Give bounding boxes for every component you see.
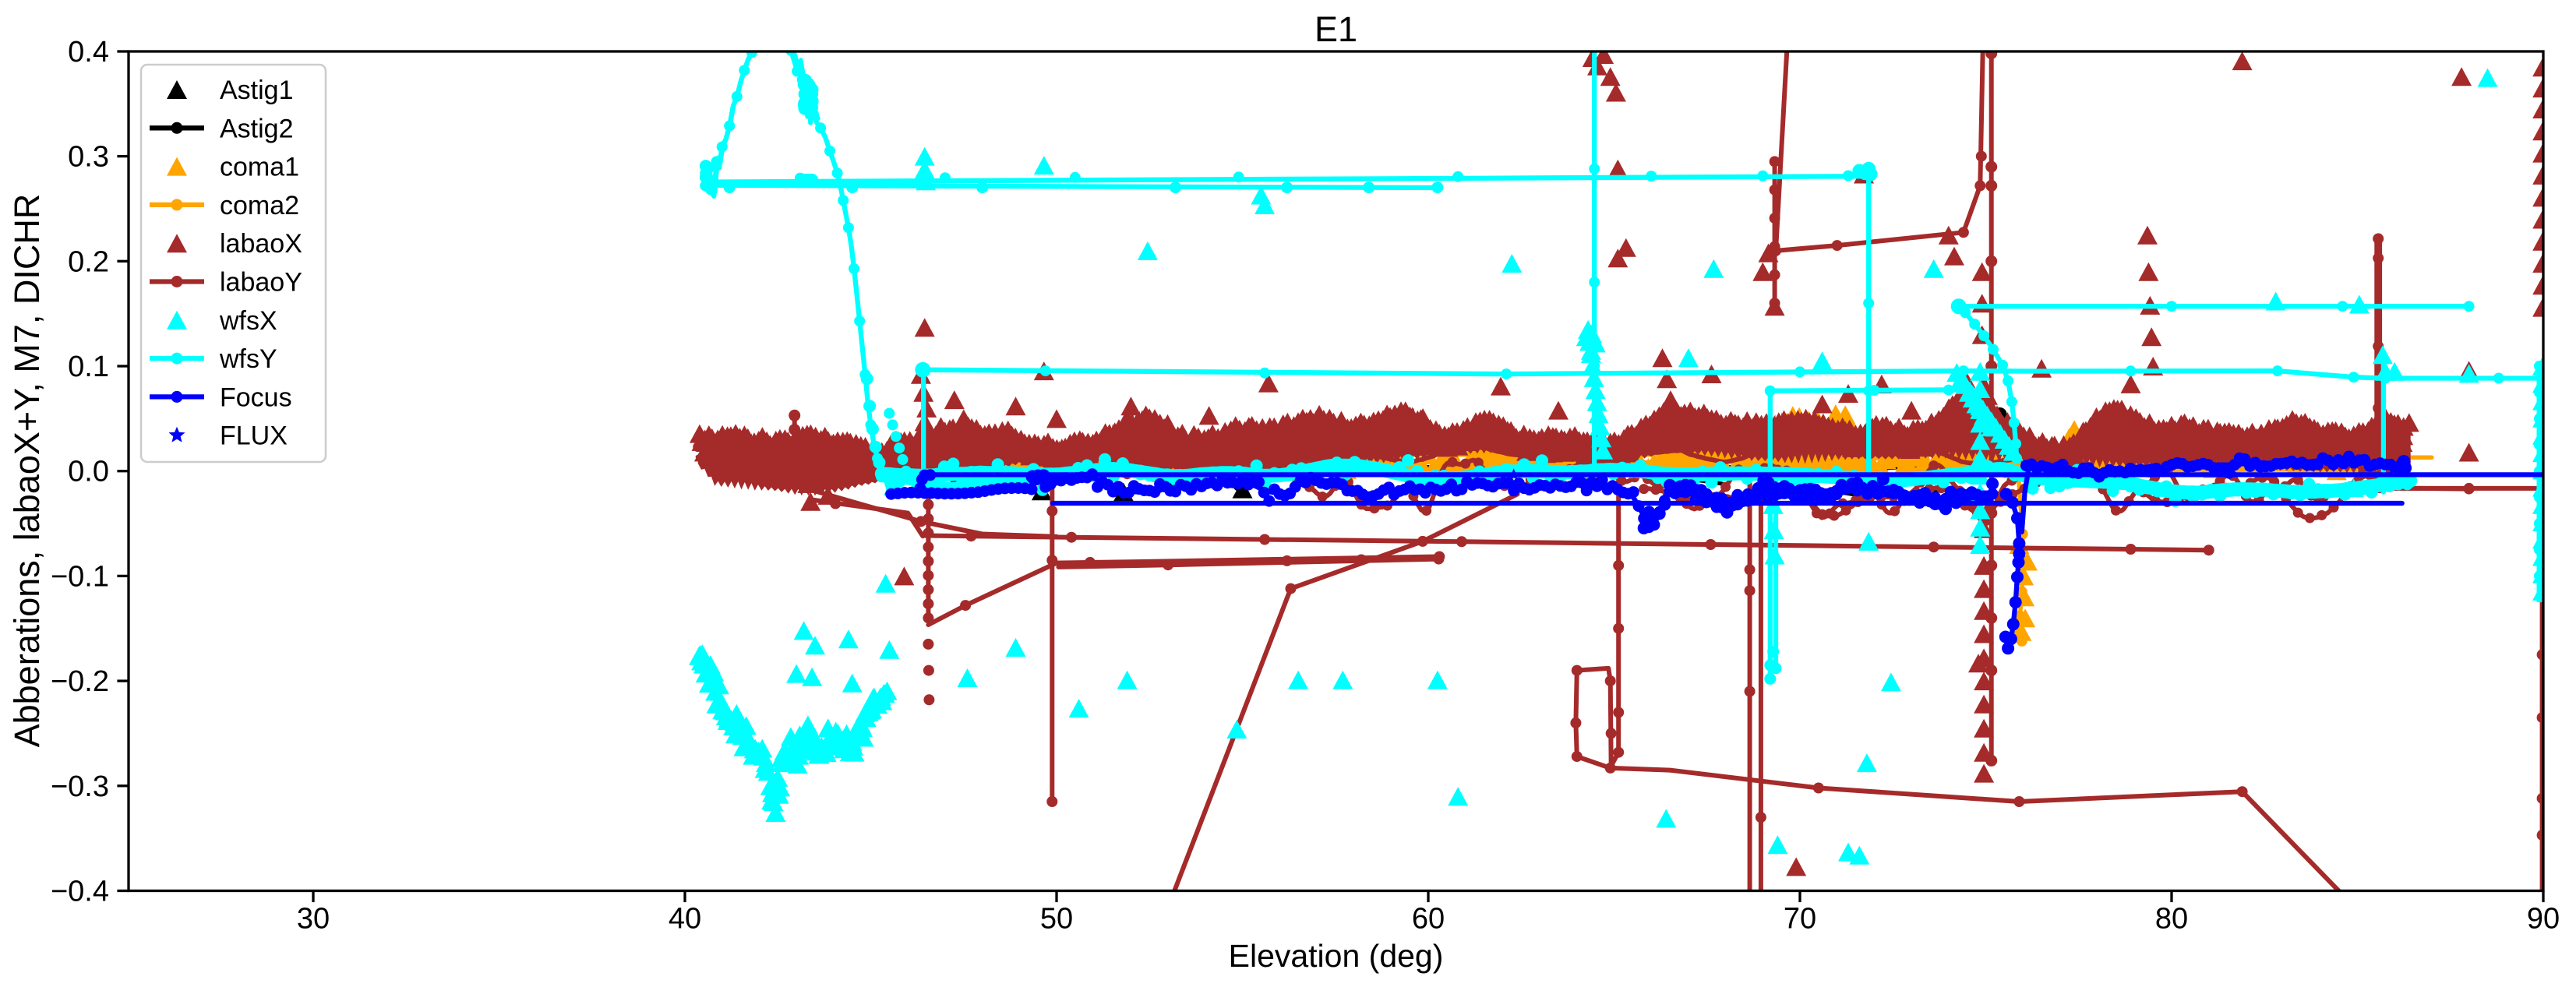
svg-text:0.0: 0.0 <box>68 456 109 488</box>
svg-text:Astig2: Astig2 <box>220 114 294 143</box>
svg-text:80: 80 <box>2155 903 2188 936</box>
svg-text:40: 40 <box>669 903 701 936</box>
svg-text:0.4: 0.4 <box>68 36 109 69</box>
svg-text:wfsY: wfsY <box>219 344 277 374</box>
svg-text:labaoY: labaoY <box>220 268 302 298</box>
svg-text:0.3: 0.3 <box>68 141 109 174</box>
svg-text:coma2: coma2 <box>220 191 299 220</box>
svg-text:Astig1: Astig1 <box>220 76 294 105</box>
svg-text:0.2: 0.2 <box>68 245 109 278</box>
svg-text:−0.4: −0.4 <box>51 876 109 908</box>
svg-text:60: 60 <box>1412 903 1445 936</box>
svg-text:FLUX: FLUX <box>220 421 288 451</box>
svg-text:Abberations, labaoX+Y, M7, DIC: Abberations, labaoX+Y, M7, DICHR <box>7 194 47 748</box>
svg-text:Elevation (deg): Elevation (deg) <box>1229 938 1444 974</box>
svg-text:wfsX: wfsX <box>219 306 277 336</box>
svg-text:30: 30 <box>297 903 330 936</box>
svg-text:E1: E1 <box>1314 9 1357 49</box>
svg-text:−0.1: −0.1 <box>51 560 109 593</box>
svg-text:−0.2: −0.2 <box>51 665 109 698</box>
svg-text:90: 90 <box>2527 903 2560 936</box>
svg-text:0.1: 0.1 <box>68 351 109 383</box>
svg-text:coma1: coma1 <box>220 153 299 182</box>
svg-text:Focus: Focus <box>220 382 292 412</box>
svg-text:−0.3: −0.3 <box>51 770 109 803</box>
svg-text:labaoX: labaoX <box>220 229 302 259</box>
svg-text:50: 50 <box>1040 903 1073 936</box>
svg-text:70: 70 <box>1784 903 1816 936</box>
